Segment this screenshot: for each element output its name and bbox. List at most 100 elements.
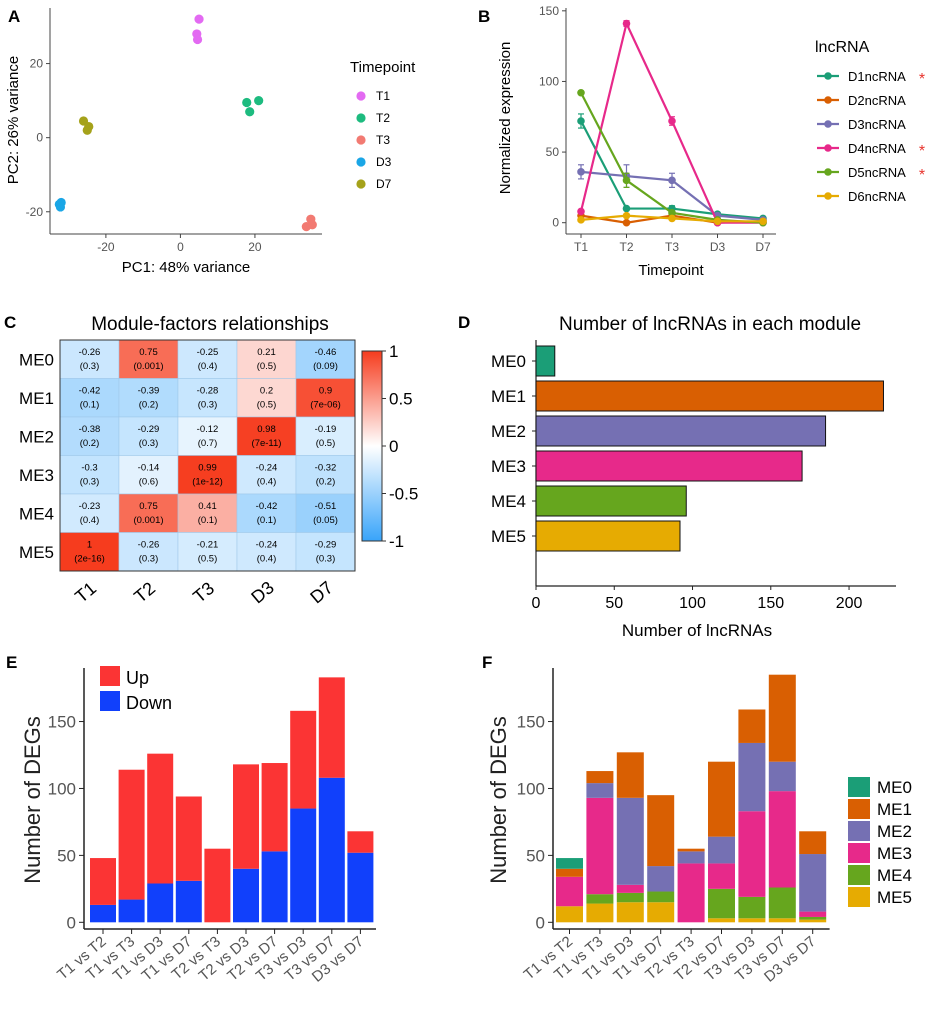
c-cell-pvalue: (0.3) bbox=[80, 361, 100, 372]
c-cell-pvalue: (7e-11) bbox=[252, 438, 282, 449]
b-legend-label-d2ncrna: D2ncRNA bbox=[848, 93, 906, 108]
a-legend-dot-t3 bbox=[356, 135, 366, 145]
a-point-t2 bbox=[242, 97, 252, 108]
f-bar-me1 bbox=[799, 831, 827, 855]
a-point-t2 bbox=[254, 96, 264, 106]
c-cell bbox=[118, 416, 179, 456]
d-category-label: ME4 bbox=[491, 492, 526, 511]
f-bar-me4 bbox=[768, 887, 796, 919]
b-point-d6ncrna bbox=[759, 217, 767, 226]
b-legend-star-d5ncrna: * bbox=[919, 167, 925, 184]
c-cell-pvalue: (0.5) bbox=[257, 361, 277, 372]
b-y-tick-label: 100 bbox=[539, 74, 559, 88]
b-point-d6ncrna bbox=[622, 211, 631, 220]
d-bar-me5 bbox=[535, 520, 681, 552]
c-cell-value: 0.9 bbox=[319, 386, 332, 397]
c-cell bbox=[59, 339, 120, 379]
a-legend-label-t1: T1 bbox=[376, 89, 390, 103]
a-legend-dot-d3 bbox=[356, 157, 366, 167]
c-cell-value: 0.98 bbox=[257, 424, 276, 435]
panel-b-legend-title: lncRNA bbox=[815, 39, 870, 56]
c-scale-label: 1 bbox=[389, 342, 398, 361]
c-cell-value: -0.42 bbox=[256, 501, 278, 512]
b-point-d1ncrna bbox=[577, 117, 585, 125]
e-bar-down bbox=[318, 777, 345, 923]
f-bar-me4 bbox=[586, 894, 614, 904]
c-cell-pvalue: (0.2) bbox=[139, 400, 159, 411]
f-bar-me1 bbox=[738, 709, 766, 743]
f-y-tick-label: 150 bbox=[517, 713, 545, 732]
d-bar-me2 bbox=[535, 415, 827, 447]
c-cell bbox=[59, 532, 120, 572]
panel-a: A -20 0 20 -20 0 20 PC1: 48% variance PC2: 26… bbox=[5, 7, 416, 276]
f-bar-me3 bbox=[677, 863, 705, 923]
f-bar-me0 bbox=[556, 858, 583, 869]
c-cell bbox=[59, 416, 120, 456]
c-cell-pvalue: (0.6) bbox=[139, 477, 159, 488]
panel-a-legend-title: Timepoint bbox=[350, 59, 416, 76]
e-bar-down bbox=[175, 880, 202, 923]
panel-a-ylabel: PC2: 26% variance bbox=[5, 56, 22, 184]
d-x-tick-label: 200 bbox=[836, 595, 863, 612]
c-cell-pvalue: (0.4) bbox=[257, 477, 277, 488]
panel-b-xlabel: Timepoint bbox=[638, 262, 704, 279]
f-bar-me2 bbox=[738, 742, 766, 812]
panel-f-ylabel: Number of DEGs bbox=[486, 716, 511, 884]
c-cell-value: -0.12 bbox=[197, 424, 219, 435]
f-bar-me4 bbox=[708, 888, 735, 919]
a-point-t1 bbox=[192, 34, 203, 45]
f-bar-me1 bbox=[586, 771, 614, 784]
c-cell bbox=[118, 532, 179, 572]
c-scale-label: 0 bbox=[389, 437, 398, 456]
a-legend-label-d7: D7 bbox=[376, 177, 392, 191]
c-cell-pvalue: (0.1) bbox=[80, 400, 100, 411]
b-legend-label-d5ncrna: D5ncRNA bbox=[848, 165, 906, 180]
c-cell-value: -0.26 bbox=[79, 347, 101, 358]
f-bar-me2 bbox=[799, 854, 827, 912]
c-scale-label: 0.5 bbox=[389, 390, 413, 409]
c-cell-pvalue: (0.001) bbox=[133, 361, 163, 372]
c-cell bbox=[177, 416, 238, 456]
c-row-label: ME5 bbox=[19, 543, 54, 562]
c-cell-pvalue: (2e-16) bbox=[74, 554, 105, 565]
b-legend-label-d6ncrna: D6ncRNA bbox=[848, 189, 906, 204]
c-cell-pvalue: (0.7) bbox=[198, 438, 218, 449]
b-point-d6ncrna bbox=[577, 216, 585, 224]
c-cell-value: -0.3 bbox=[81, 463, 97, 474]
c-cell-value: -0.29 bbox=[138, 424, 160, 435]
c-cell bbox=[236, 378, 297, 418]
d-category-label: ME0 bbox=[491, 352, 526, 371]
panel-e-letter: E bbox=[6, 653, 17, 672]
b-x-tick-label: T2 bbox=[619, 240, 633, 254]
b-legend-dot-d1ncrna bbox=[824, 72, 832, 80]
d-bar-me1 bbox=[535, 380, 884, 412]
c-cell bbox=[295, 532, 356, 572]
f-bar-me1 bbox=[556, 868, 583, 877]
c-cell-pvalue: (0.3) bbox=[139, 438, 159, 449]
c-cell-pvalue: (0.5) bbox=[198, 554, 218, 565]
c-cell-pvalue: (0.5) bbox=[316, 438, 336, 449]
c-cell-pvalue: (0.3) bbox=[80, 477, 100, 488]
e-bar-up bbox=[347, 831, 374, 853]
c-col-label: T1 bbox=[71, 578, 100, 607]
panel-b-ylabel: Normalized expression bbox=[497, 42, 514, 195]
b-legend-label-d3ncrna: D3ncRNA bbox=[848, 117, 906, 132]
a-point-t1 bbox=[194, 14, 204, 24]
b-point-d4ncrna bbox=[622, 19, 631, 28]
c-cell-value: -0.19 bbox=[315, 424, 337, 435]
f-bar-me2 bbox=[708, 836, 735, 864]
d-x-tick-label: 100 bbox=[679, 595, 706, 612]
panel-d: D Number of lncRNAs in each module ME0 ME… bbox=[458, 313, 896, 640]
f-bar-me3 bbox=[708, 863, 735, 889]
f-bar-me3 bbox=[768, 791, 796, 888]
e-y-tick-label: 100 bbox=[48, 779, 76, 798]
c-cell bbox=[177, 378, 238, 418]
c-scale-bar bbox=[361, 350, 383, 542]
e-bar-up bbox=[118, 769, 145, 900]
f-bar-me3 bbox=[586, 797, 614, 895]
f-bar-me2 bbox=[768, 761, 796, 792]
c-col-label: D3 bbox=[247, 577, 277, 607]
e-legend-swatch-down bbox=[100, 691, 120, 711]
c-cell bbox=[295, 455, 356, 495]
b-legend-dot-d3ncrna bbox=[824, 120, 832, 128]
